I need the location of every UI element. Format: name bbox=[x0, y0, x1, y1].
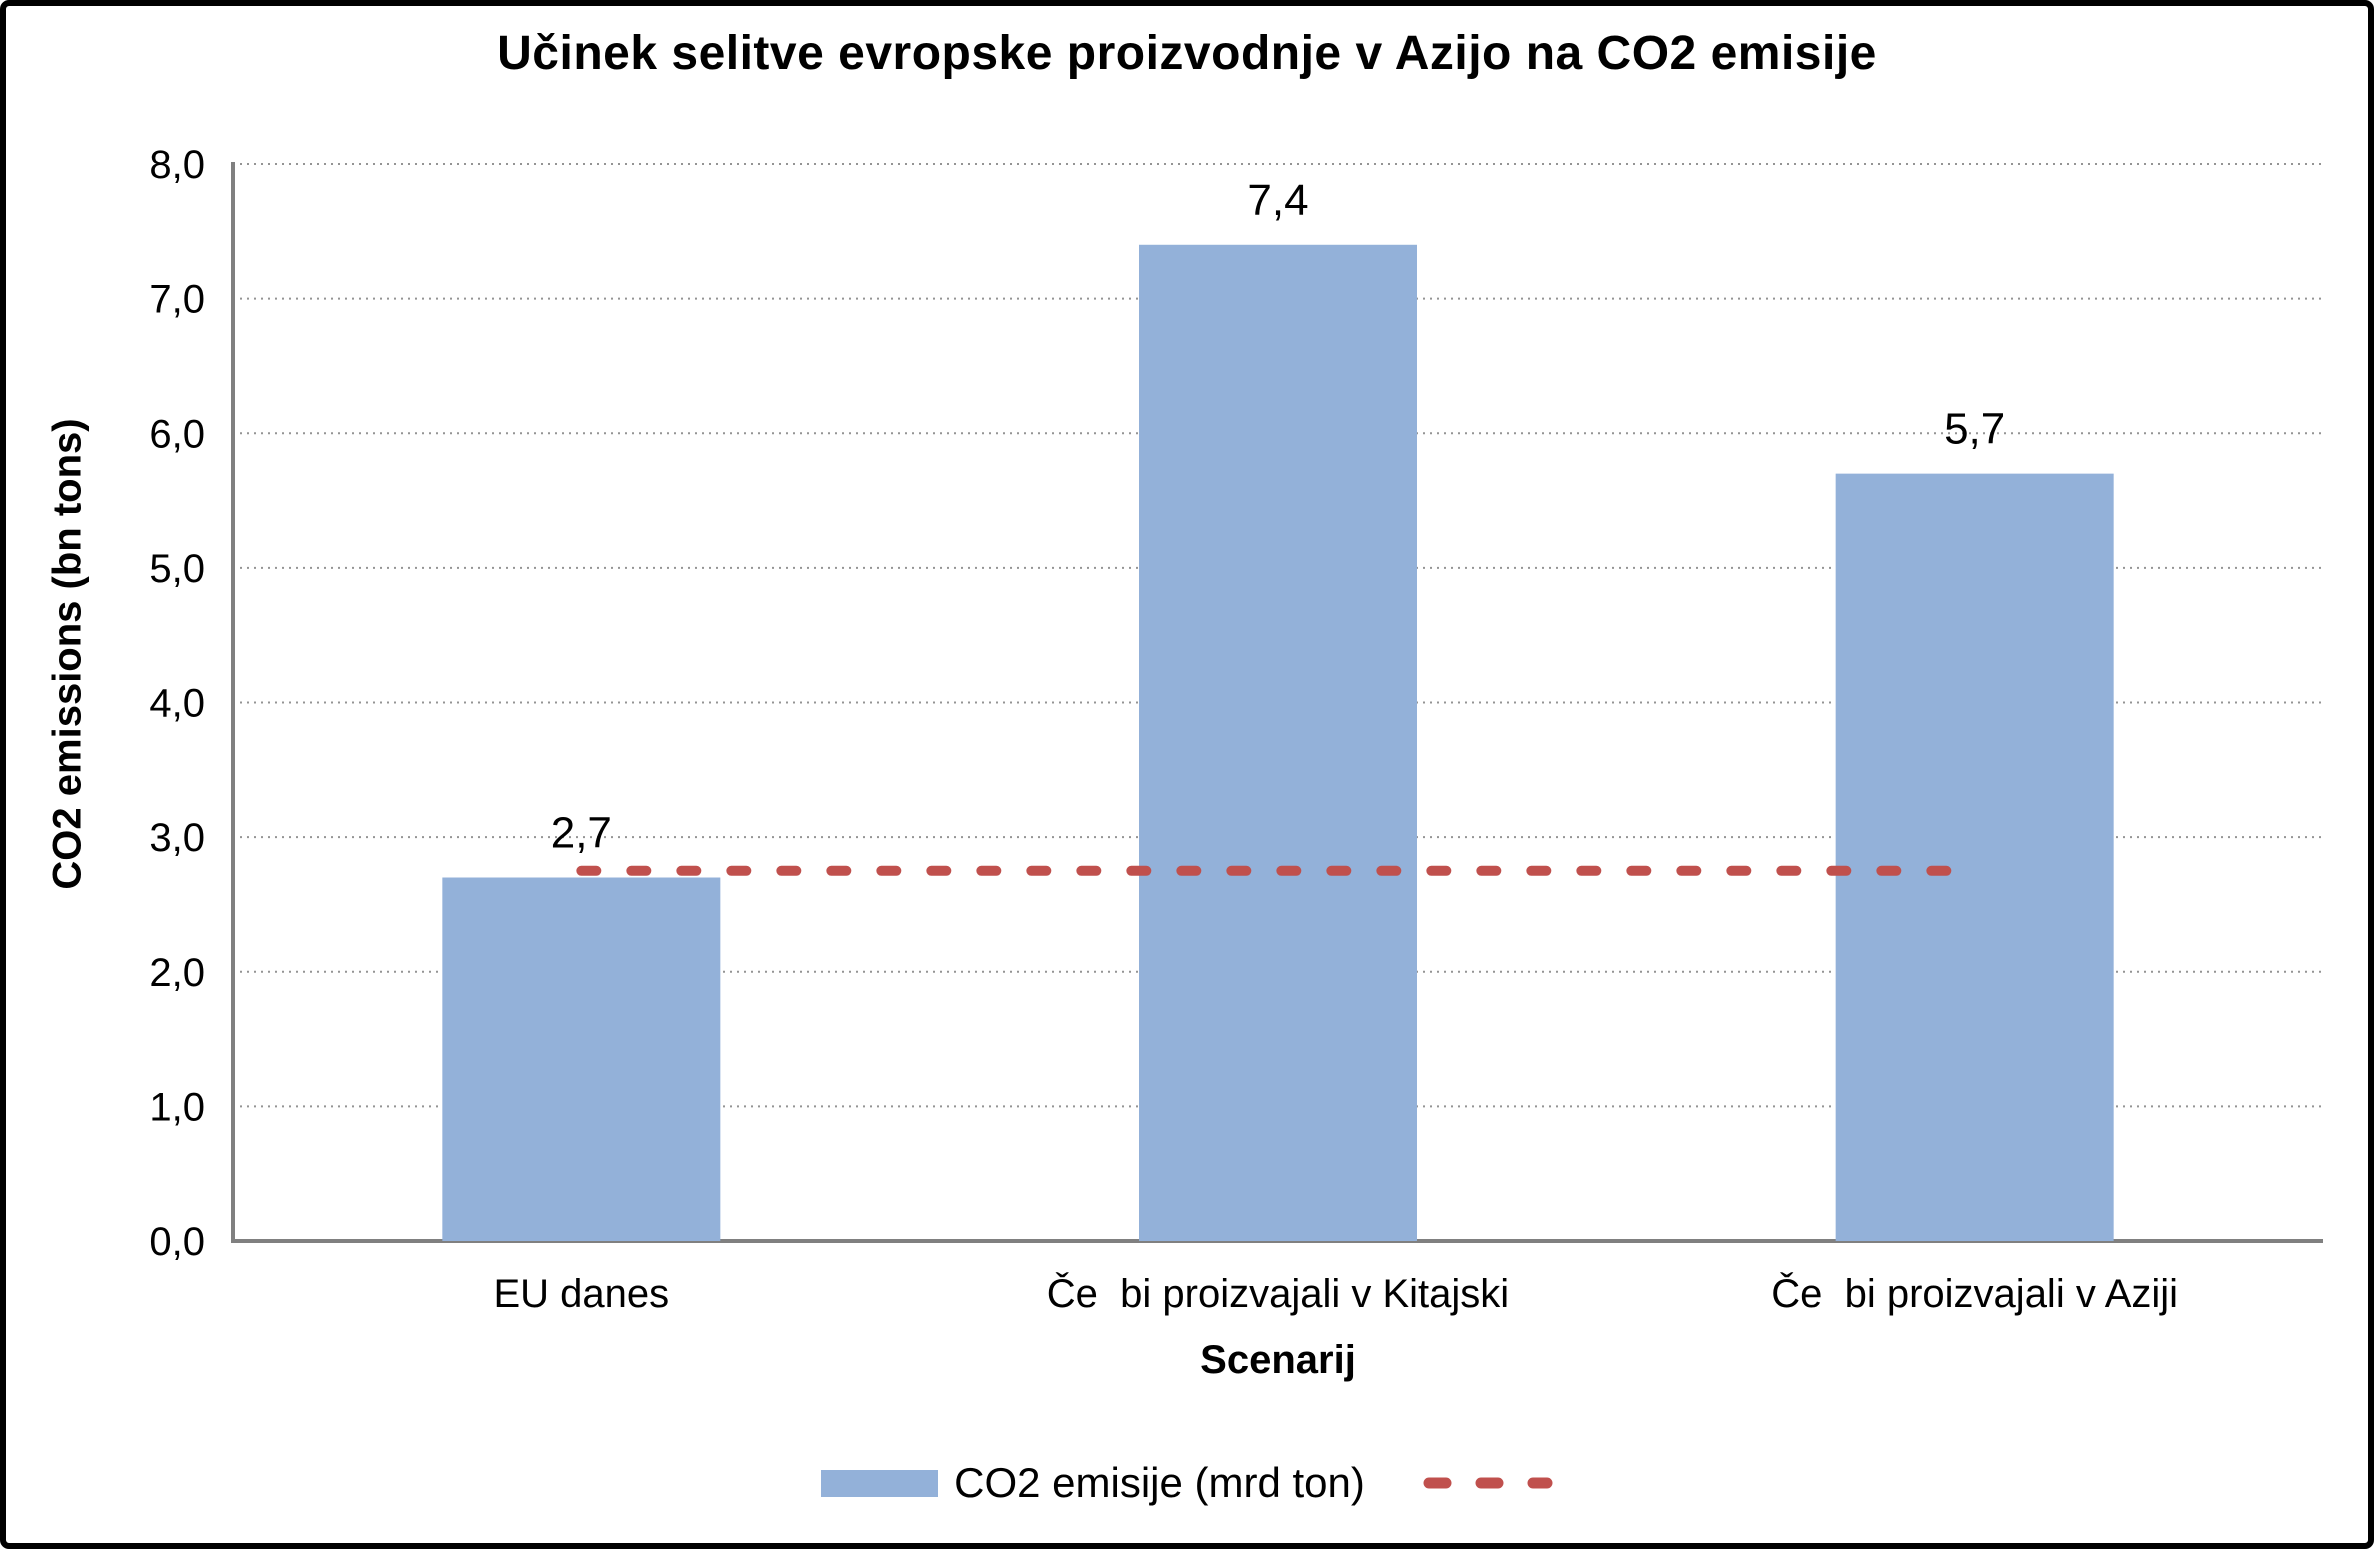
bar bbox=[442, 877, 721, 1241]
y-tick-label: 3,0 bbox=[149, 816, 205, 860]
y-tick-label: 5,0 bbox=[149, 547, 205, 591]
x-category-label: Če bi proizvajali v Kitajski bbox=[1047, 1271, 1509, 1316]
bar bbox=[1139, 244, 1417, 1241]
y-tick-label: 6,0 bbox=[149, 412, 205, 456]
legend-bar-swatch bbox=[821, 1469, 939, 1497]
y-tick-label: 1,0 bbox=[149, 1085, 205, 1129]
legend-dash-swatch bbox=[1423, 1477, 1553, 1489]
x-category-label: Če bi proizvajali v Aziji bbox=[1771, 1271, 2178, 1316]
legend: CO2 emisije (mrd ton) bbox=[6, 1456, 2368, 1510]
plot-area: 0,0 1,0 2,0 3,0 4,0 5,0 6,0 7,0 8,0 2,7 EU danes 7,… bbox=[149, 143, 2323, 1316]
y-tick-label: 8,0 bbox=[149, 143, 205, 187]
y-tick-label: 2,0 bbox=[149, 951, 205, 995]
y-tick-label: 4,0 bbox=[149, 682, 205, 726]
bar-value-label: 7,4 bbox=[1247, 176, 1308, 225]
bar-value-label: 5,7 bbox=[1944, 405, 2005, 454]
bar bbox=[1835, 473, 2114, 1241]
legend-bar-label: CO2 emisije (mrd ton) bbox=[954, 1459, 1365, 1506]
y-tick-label: 7,0 bbox=[149, 278, 205, 322]
x-axis-title: Scenarij bbox=[1200, 1338, 1356, 1382]
bar-value-label: 2,7 bbox=[551, 809, 612, 858]
chart-title: Učinek selitve evropske proizvodnje v Az… bbox=[497, 27, 1877, 80]
x-category-label: EU danes bbox=[493, 1272, 669, 1316]
y-tick-label: 0,0 bbox=[149, 1220, 205, 1264]
